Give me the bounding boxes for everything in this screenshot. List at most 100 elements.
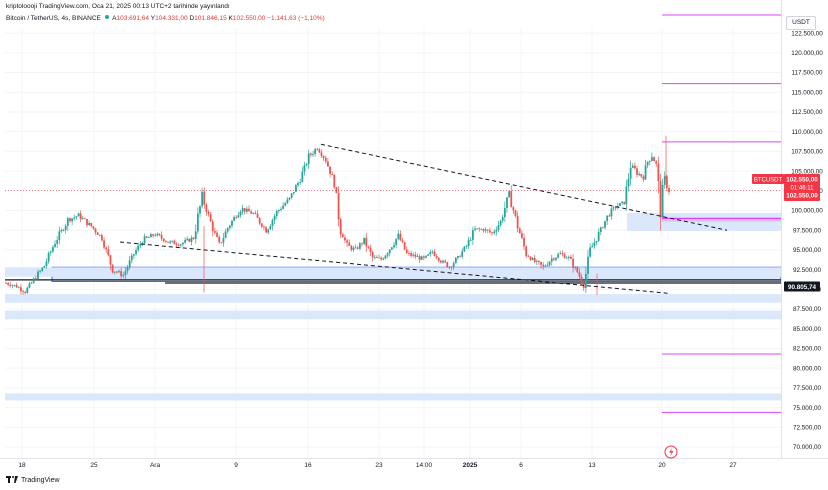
close-label: K	[228, 15, 233, 22]
candle-body	[11, 285, 14, 287]
candle-body	[299, 182, 302, 183]
candle-body	[147, 237, 150, 238]
candle-body	[305, 163, 308, 166]
candle-body	[94, 228, 97, 233]
candle-body	[124, 271, 127, 276]
footer: TradingView	[6, 476, 60, 484]
candle-body	[606, 215, 609, 222]
candle-body	[327, 161, 329, 167]
candle-body	[646, 161, 649, 166]
candle-body	[546, 265, 549, 266]
candle-body	[346, 240, 348, 243]
demand-zone	[5, 267, 781, 277]
candle-body	[145, 236, 148, 238]
candle-body	[184, 240, 186, 243]
candle-body	[493, 231, 496, 234]
pink-zone	[662, 218, 781, 222]
time-tick-label: 18	[18, 462, 26, 469]
candle-body	[160, 234, 163, 239]
candle-body	[563, 254, 566, 259]
candle-body	[324, 157, 327, 162]
candle-body	[476, 228, 479, 230]
candle-body	[552, 258, 555, 260]
candle-body	[401, 240, 404, 243]
candle-body	[659, 181, 662, 218]
candle-body	[37, 271, 39, 279]
candle-body	[88, 223, 91, 226]
candle-body	[361, 243, 363, 245]
candle-body	[489, 230, 491, 233]
candle-body	[290, 193, 293, 198]
candle-body	[467, 240, 470, 246]
candle-body	[514, 210, 517, 216]
candle-body	[403, 242, 406, 250]
level-tag: 90.805,74	[788, 284, 817, 291]
candle-body	[139, 244, 142, 246]
symbol-name[interactable]: Bitcoin / TetherUS, 4s, BINANCE	[6, 15, 101, 22]
candle-body	[64, 225, 67, 230]
price-tick-label: 100.000,00	[791, 208, 823, 215]
demand-zone	[627, 212, 781, 231]
candle-body	[69, 218, 71, 222]
candle-body	[58, 231, 61, 241]
candle-body	[386, 253, 389, 256]
candle-body	[602, 227, 604, 229]
candle-body	[15, 284, 18, 288]
candle-body	[13, 284, 16, 286]
candle-body	[122, 275, 125, 277]
candle-body	[9, 284, 12, 287]
time-axis[interactable]: 18 25 Ara 9 16 23 14:00 2025 6 13 20 27	[0, 458, 828, 470]
candle-body	[376, 257, 378, 258]
candle-body	[267, 229, 270, 233]
candle-body	[508, 191, 511, 198]
candle-body	[105, 247, 108, 250]
candle-body	[284, 203, 287, 206]
candle-body	[512, 207, 515, 211]
candle-body	[631, 165, 634, 168]
candle-body	[461, 251, 464, 257]
candle-body	[222, 238, 225, 243]
candle-body	[388, 249, 391, 254]
candle-body	[495, 230, 498, 232]
candle-body	[433, 251, 436, 256]
candle-body	[207, 211, 210, 215]
candle-body	[412, 254, 415, 256]
price-tick-label: 107.500,00	[791, 149, 823, 156]
lightning-icon[interactable]	[664, 445, 678, 459]
price-axis[interactable]: 122.500,00 120.000,00 117.500,00 115.000,00…	[781, 0, 824, 458]
last-price-repeat: 102.550,00	[786, 193, 818, 200]
candle-body	[371, 251, 374, 258]
candle-body	[463, 246, 466, 252]
candle-body	[548, 261, 551, 266]
candle-body	[555, 257, 557, 260]
candle-body	[331, 174, 334, 176]
candle-body	[297, 182, 299, 186]
candle-body	[335, 187, 338, 194]
candle-body	[205, 204, 208, 212]
candle-body	[425, 255, 427, 258]
time-tick-label: 2025	[463, 462, 478, 469]
candle-body	[527, 256, 530, 257]
candle-body	[256, 213, 259, 218]
trendlines	[119, 143, 728, 294]
price-tick-label: 120.000,00	[791, 50, 823, 57]
candle-body	[128, 260, 131, 268]
tradingview-logo-icon	[6, 476, 18, 484]
candle-body	[653, 157, 655, 162]
candle-body	[263, 226, 265, 228]
candle-body	[459, 256, 461, 257]
price-tick-label: 70.000,00	[793, 444, 822, 451]
candle-body	[52, 247, 54, 252]
trendline	[119, 241, 669, 294]
candle-body	[614, 207, 617, 209]
candle-body	[24, 291, 27, 293]
candle-body	[109, 255, 112, 265]
candle-body	[115, 271, 118, 273]
candle-body	[523, 237, 525, 247]
candle-body	[538, 260, 540, 262]
time-tick-label: 13	[588, 462, 596, 469]
currency-button[interactable]: USDT	[786, 16, 816, 30]
candle-body	[92, 226, 95, 229]
candle-body	[101, 235, 103, 241]
